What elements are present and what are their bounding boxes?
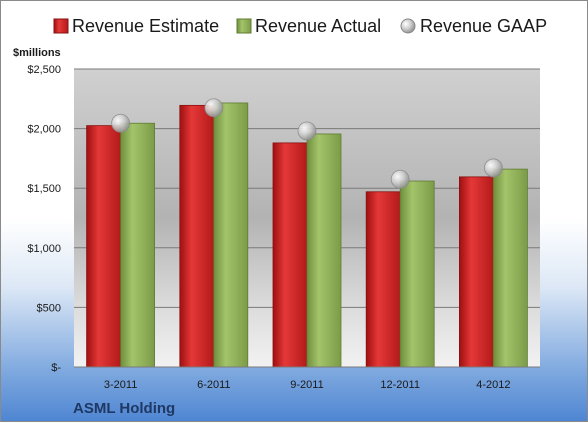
bar-estimate [458, 176, 494, 368]
x-tick-label: 3-2011 [104, 379, 137, 391]
y-tick-label: $2,000 [27, 124, 61, 136]
marker-gaap [483, 158, 503, 178]
x-tick-label: 6-2011 [197, 379, 230, 391]
marker-gaap [204, 98, 224, 118]
marker-gaap [390, 169, 410, 189]
bar-actual [120, 122, 155, 368]
bars [86, 102, 528, 368]
marker-gaap [111, 113, 130, 133]
bar-actual [306, 133, 342, 368]
legend-swatch-actual [236, 18, 252, 34]
y-tick-label: $1,000 [27, 243, 61, 255]
legend-swatch-estimate [53, 18, 69, 34]
x-tick-label: 12-2011 [380, 379, 420, 391]
bar-estimate [365, 191, 401, 368]
bar-estimate [86, 125, 121, 368]
bar-actual [492, 168, 528, 368]
company-name: ASML Holding [73, 400, 175, 417]
y-tick-label: $- [51, 362, 61, 374]
y-unit-label: $millions [13, 47, 61, 59]
legend-label-actual: Revenue Actual [255, 16, 381, 36]
x-axis-ticks: 3-2011 6-2011 9-2011 12-2011 4-2012 [104, 379, 511, 391]
x-tick-label: 4-2012 [476, 379, 510, 391]
legend-label-estimate: Revenue Estimate [72, 16, 219, 36]
bar-actual [399, 180, 435, 368]
bar-estimate [272, 142, 308, 368]
bar-estimate [179, 104, 215, 368]
bar-actual [213, 102, 249, 368]
y-tick-label: $500 [37, 302, 61, 314]
legend-label-gaap: Revenue GAAP [420, 16, 547, 36]
y-axis-ticks: $- $500 $1,000 $1,500 $2,000 $2,500 [27, 64, 61, 374]
y-tick-label: $2,500 [27, 64, 61, 76]
marker-gaap [297, 121, 317, 141]
y-tick-label: $1,500 [27, 183, 61, 195]
x-tick-label: 9-2011 [290, 379, 323, 391]
gaap-markers [111, 98, 503, 189]
legend: Revenue Estimate Revenue Actual Revenue … [53, 16, 547, 36]
legend-swatch-gaap [400, 18, 416, 34]
